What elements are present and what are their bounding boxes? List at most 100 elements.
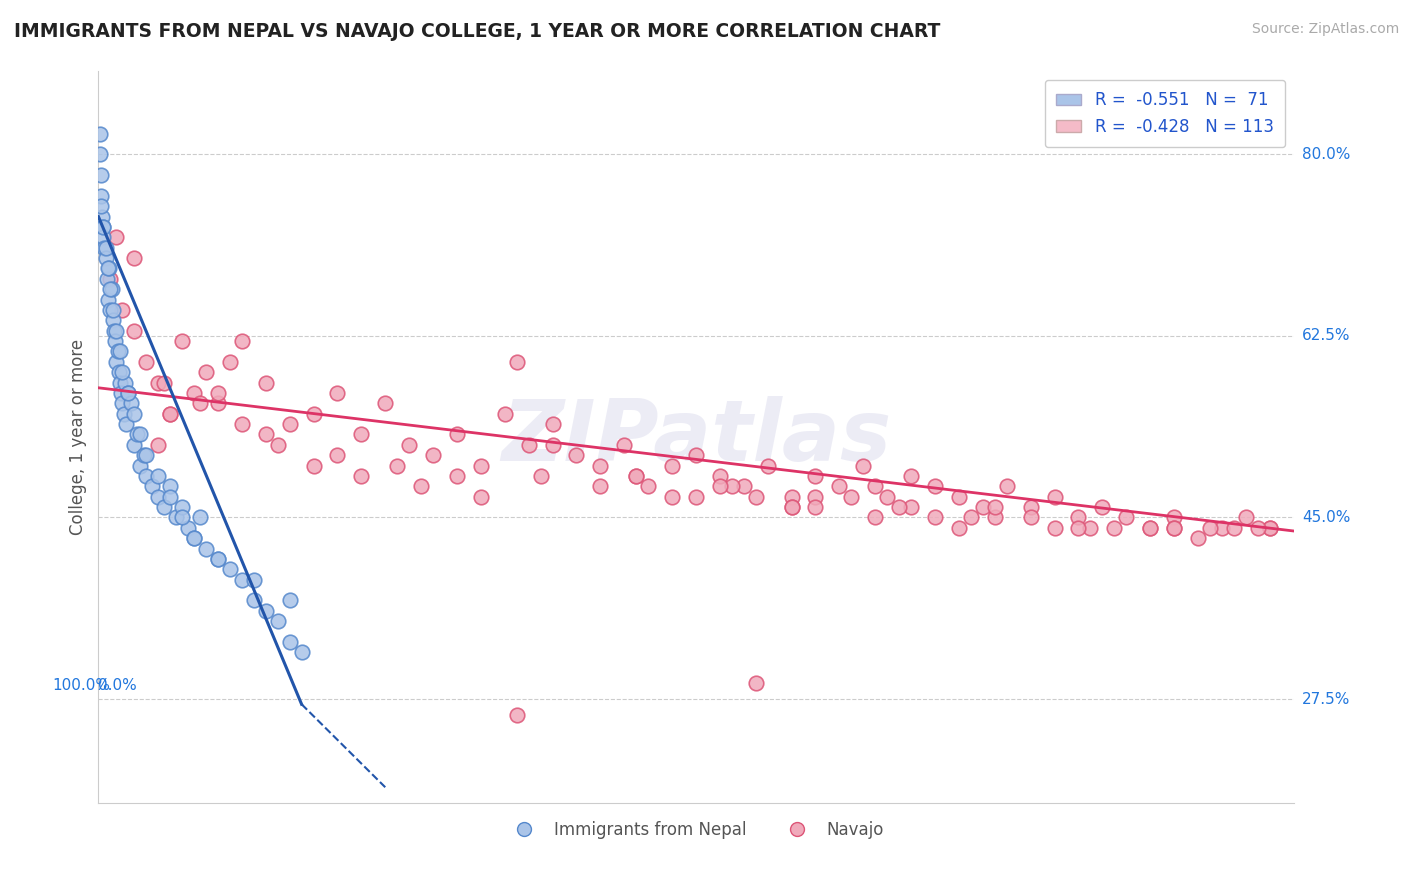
- Point: [91, 219, 114, 234]
- Point: [267, 614, 290, 628]
- Text: 62.5%: 62.5%: [1302, 328, 1350, 343]
- Point: [91, 230, 114, 244]
- Point: [148, 490, 170, 504]
- Point: [135, 448, 157, 462]
- Point: [685, 490, 707, 504]
- Point: [1223, 521, 1246, 535]
- Point: [685, 448, 707, 462]
- Text: 27.5%: 27.5%: [1302, 691, 1350, 706]
- Point: [207, 396, 229, 410]
- Point: [1043, 490, 1066, 504]
- Point: [661, 490, 683, 504]
- Point: [530, 469, 553, 483]
- Point: [98, 272, 122, 286]
- Point: [1258, 521, 1281, 535]
- Point: [1104, 521, 1126, 535]
- Point: [1247, 521, 1270, 535]
- Point: [506, 355, 529, 369]
- Point: [446, 469, 468, 483]
- Point: [1115, 510, 1137, 524]
- Point: [254, 427, 277, 442]
- Point: [124, 438, 146, 452]
- Point: [278, 417, 301, 431]
- Point: [90, 189, 112, 203]
- Point: [219, 562, 242, 576]
- Point: [828, 479, 851, 493]
- Point: [159, 407, 181, 421]
- Point: [231, 573, 253, 587]
- Point: [120, 396, 142, 410]
- Point: [115, 417, 138, 431]
- Point: [117, 386, 139, 401]
- Point: [541, 417, 564, 431]
- Point: [889, 500, 911, 515]
- Point: [195, 365, 218, 379]
- Point: [111, 365, 134, 379]
- Point: [972, 500, 994, 515]
- Point: [1139, 521, 1161, 535]
- Point: [148, 438, 170, 452]
- Point: [183, 531, 205, 545]
- Point: [302, 458, 325, 473]
- Point: [924, 479, 946, 493]
- Point: [350, 469, 373, 483]
- Point: [135, 355, 157, 369]
- Point: [107, 344, 129, 359]
- Point: [900, 500, 922, 515]
- Point: [1080, 521, 1102, 535]
- Point: [94, 251, 117, 265]
- Point: [124, 324, 146, 338]
- Point: [101, 313, 124, 327]
- Point: [780, 490, 803, 504]
- Point: [470, 458, 492, 473]
- Point: [125, 427, 148, 442]
- Point: [589, 458, 612, 473]
- Point: [105, 230, 128, 244]
- Point: [105, 324, 128, 338]
- Point: [1163, 510, 1185, 524]
- Point: [172, 334, 194, 348]
- Point: [637, 479, 659, 493]
- Point: [177, 521, 200, 535]
- Point: [613, 438, 636, 452]
- Point: [97, 293, 120, 307]
- Point: [1234, 510, 1257, 524]
- Point: [172, 510, 194, 524]
- Point: [1043, 521, 1066, 535]
- Point: [626, 469, 648, 483]
- Point: [960, 510, 983, 524]
- Point: [446, 427, 468, 442]
- Point: [984, 510, 1007, 524]
- Point: [876, 490, 898, 504]
- Text: 0.0%: 0.0%: [98, 679, 138, 693]
- Point: [780, 500, 803, 515]
- Point: [385, 458, 409, 473]
- Point: [278, 635, 301, 649]
- Point: [97, 261, 120, 276]
- Point: [135, 469, 157, 483]
- Point: [1199, 521, 1222, 535]
- Point: [110, 386, 132, 401]
- Point: [1019, 500, 1042, 515]
- Point: [93, 241, 115, 255]
- Point: [114, 376, 136, 390]
- Point: [195, 541, 218, 556]
- Point: [105, 355, 128, 369]
- Point: [117, 386, 139, 401]
- Point: [984, 500, 1007, 515]
- Point: [159, 479, 181, 493]
- Point: [107, 365, 129, 379]
- Point: [124, 251, 146, 265]
- Point: [231, 334, 253, 348]
- Point: [1187, 531, 1209, 545]
- Point: [589, 479, 612, 493]
- Point: [90, 168, 112, 182]
- Point: [111, 303, 134, 318]
- Point: [94, 241, 117, 255]
- Point: [506, 707, 529, 722]
- Point: [108, 344, 131, 359]
- Point: [129, 458, 152, 473]
- Point: [398, 438, 420, 452]
- Point: [148, 376, 170, 390]
- Point: [188, 510, 211, 524]
